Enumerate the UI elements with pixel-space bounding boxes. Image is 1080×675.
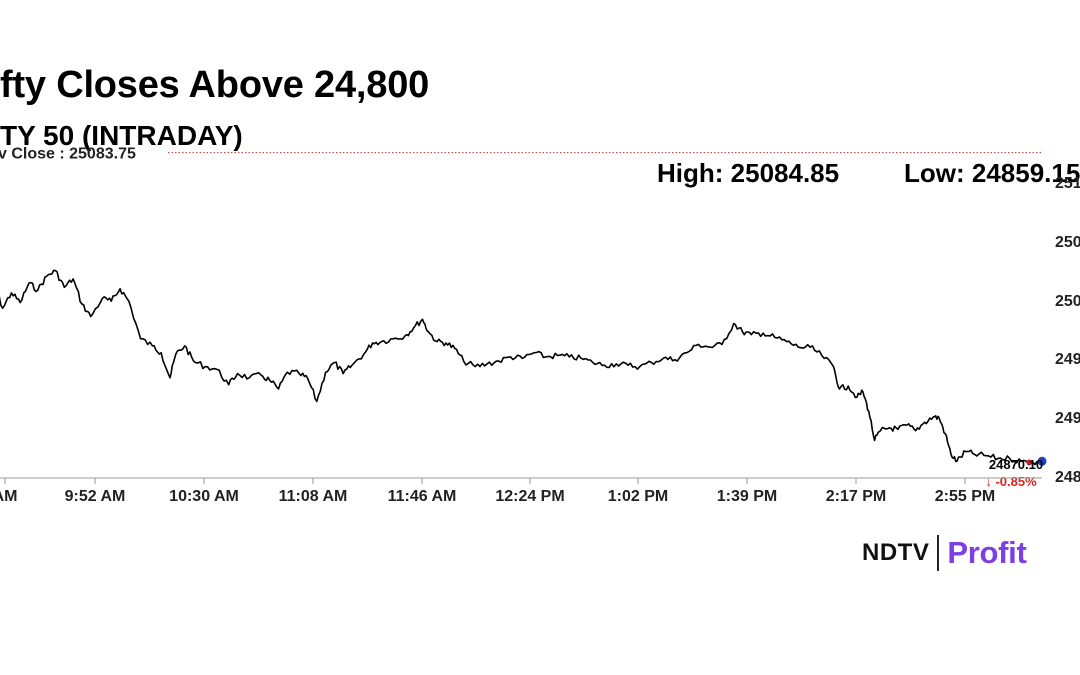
last-price-label: 24870.10 — [989, 457, 1043, 472]
ndtv-profit-logo: NDTV Profit — [862, 533, 1027, 573]
x-tick-label: 11:08 AM — [279, 488, 348, 505]
x-tick-label: AM — [0, 488, 17, 505]
chart-title: fty Closes Above 24,800 — [0, 64, 430, 106]
last-price-marker — [1037, 456, 1047, 466]
last-price-dot — [1026, 459, 1032, 465]
profit-wordmark: Profit — [947, 535, 1027, 570]
y-tick-label: 249 — [1055, 410, 1080, 427]
x-tick-label: 9:52 AM — [65, 488, 126, 505]
logo-divider — [937, 535, 940, 571]
y-tick-label: 250 — [1055, 293, 1080, 310]
y-tick-label: 249 — [1055, 351, 1080, 368]
day-high-label: High: 25084.85 — [657, 158, 840, 188]
day-low-label: Low: 24859.15 — [904, 158, 1080, 188]
y-tick-label: 250 — [1055, 234, 1080, 251]
prev-close-label: v Close : 25083.75 — [0, 146, 136, 163]
x-tick-label: 11:46 AM — [388, 488, 457, 505]
y-tick-label: 251 — [1055, 175, 1080, 192]
x-tick-label: 10:30 AM — [169, 488, 239, 505]
price-series-line — [0, 269, 1043, 466]
x-tick-label: 1:02 PM — [608, 488, 668, 505]
chart-subtitle: TY 50 (INTRADAY) — [0, 120, 243, 151]
x-tick-label: 1:39 PM — [717, 488, 777, 505]
x-tick-label: 2:17 PM — [826, 488, 886, 505]
ndtv-wordmark: NDTV — [862, 539, 930, 566]
change-percent-label: ↓ -0.85% — [985, 474, 1037, 489]
y-tick-label: 248 — [1055, 469, 1080, 486]
x-tick-label: 2:55 PM — [935, 488, 995, 505]
x-tick-label: 12:24 PM — [495, 488, 564, 505]
